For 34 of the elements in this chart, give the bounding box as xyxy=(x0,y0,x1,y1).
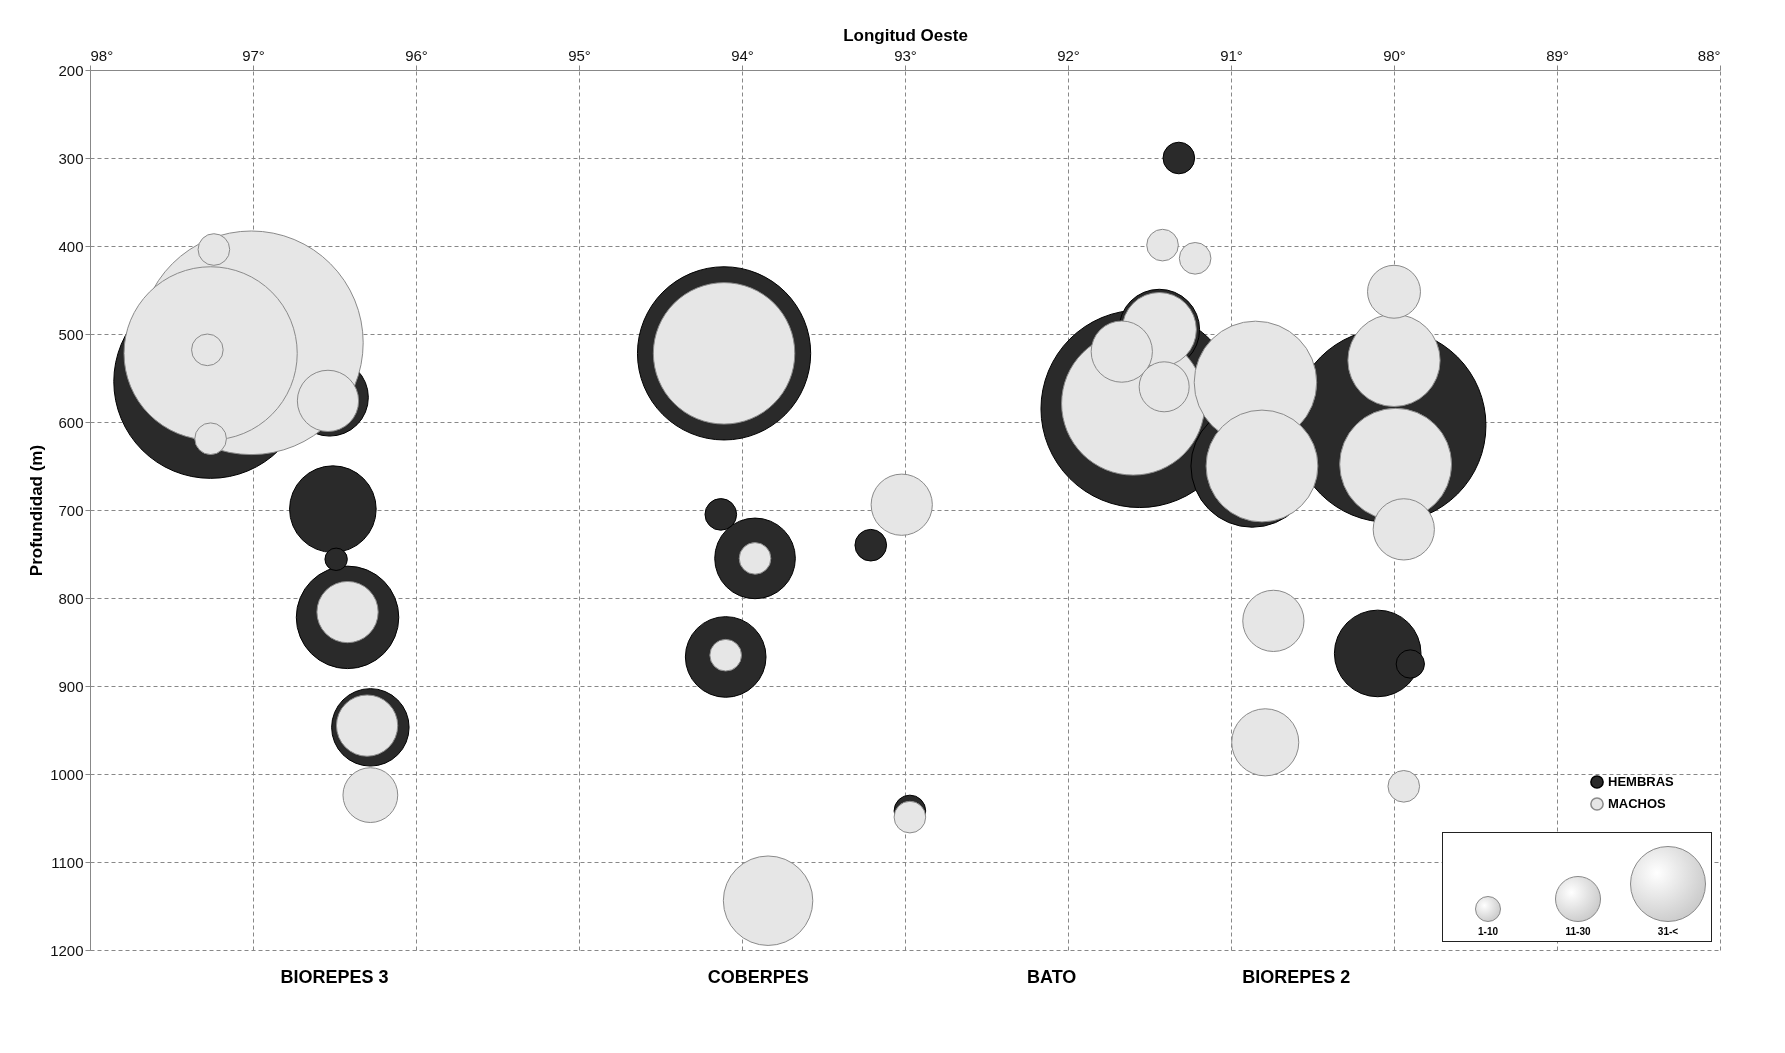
x-tick-label: 95° xyxy=(568,46,591,64)
annotation: 11-30 xyxy=(1564,926,1592,937)
x-tick-label: 92° xyxy=(1057,46,1080,64)
text: BIOREPES 2 xyxy=(1242,967,1351,987)
x-axis-title: Longitud Oeste xyxy=(843,25,968,45)
x-tick-label: 88° xyxy=(1697,46,1721,64)
annotation: 1-10 xyxy=(1477,926,1499,937)
x-tick-label: 97° xyxy=(242,46,265,64)
y-tick-label: 1100 xyxy=(51,853,84,871)
y-tick-label: 800 xyxy=(58,589,84,607)
y-tick-label: 1000 xyxy=(50,765,84,783)
y-tick-label: 600 xyxy=(58,413,84,431)
y-tick-label: 200 xyxy=(58,61,84,79)
x-tick-label: 96° xyxy=(405,46,428,64)
x-tick-label: 91° xyxy=(1220,46,1243,64)
y-axis-title: Profundidad (m) xyxy=(27,444,47,577)
y-tick-label: 500 xyxy=(58,325,84,343)
x-tick-label: 93° xyxy=(894,46,917,64)
y-tick-label: 1200 xyxy=(50,941,84,959)
y-tick-label: 900 xyxy=(58,677,84,695)
text: COBERPES xyxy=(707,967,809,987)
text: BATO xyxy=(1027,967,1077,987)
x-tick-label: 94° xyxy=(731,46,754,64)
x-tick-label: 90° xyxy=(1383,46,1406,64)
y-tick-label: 700 xyxy=(58,501,84,519)
text: BIOREPES 3 xyxy=(280,967,389,987)
legend-label: HEMBRAS xyxy=(1608,774,1675,789)
x-tick-label: 89° xyxy=(1546,46,1569,64)
size-key: 1-10 11-30 31-< xyxy=(1442,832,1712,942)
y-tick-label: 300 xyxy=(58,149,84,167)
annotation: 31-< xyxy=(1656,926,1680,937)
y-tick-label: 400 xyxy=(58,237,84,255)
legend-label: MACHOS xyxy=(1608,796,1667,811)
x-tick-label: 98° xyxy=(90,46,114,64)
